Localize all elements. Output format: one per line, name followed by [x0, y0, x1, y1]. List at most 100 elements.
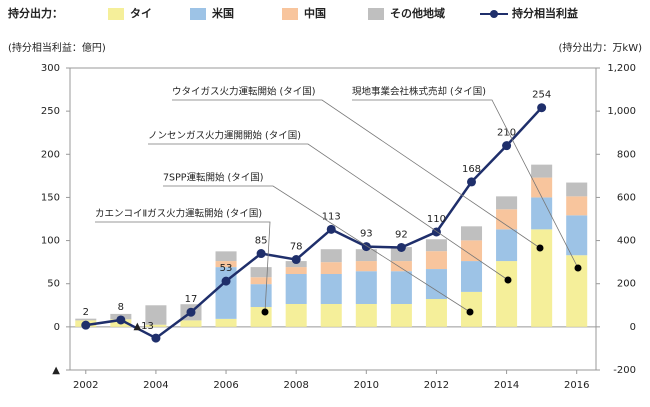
bar-segment	[425, 239, 447, 252]
bar-segment	[320, 262, 342, 275]
data-label: 8	[118, 302, 124, 313]
line-point	[291, 255, 301, 265]
bar-segment	[425, 269, 447, 300]
y-tick-label: 250	[41, 106, 60, 117]
bar-segment	[425, 251, 447, 270]
x-tick-label: 2012	[424, 380, 449, 391]
annotation: 現地事業会社株式売却 (タイ国)	[352, 86, 486, 98]
bar-segment	[285, 261, 307, 268]
bar-segment	[285, 274, 307, 304]
bar-segment	[496, 209, 518, 230]
bar-segment	[285, 303, 307, 327]
bar-segment	[355, 303, 377, 327]
line-point	[326, 224, 336, 234]
bar-segment	[566, 215, 588, 256]
plot-frame	[69, 67, 597, 371]
data-label: 254	[532, 90, 551, 101]
annotation: カエンコイⅡガス火力運転開始 (タイ国)	[95, 208, 262, 220]
bar-segment	[460, 261, 483, 292]
x-tick-label: 2002	[73, 380, 98, 391]
annotation-leader	[95, 221, 271, 313]
y2-tick-label: 1,200	[607, 63, 636, 74]
line-point	[116, 315, 126, 325]
line-point	[537, 103, 547, 113]
bar-segment	[250, 284, 272, 308]
line-point	[396, 242, 406, 252]
x-tick-label: 2016	[564, 380, 589, 391]
data-label: 92	[395, 229, 408, 240]
legend-label: その他地域	[390, 6, 445, 20]
data-label: ▲13	[133, 321, 153, 332]
y2-axis-label: (持分出力：万kW)	[559, 41, 643, 54]
legend-swatch	[282, 8, 298, 20]
bar-segment	[496, 261, 518, 327]
y2-tick-label: -200	[613, 365, 636, 376]
annotation-dot	[261, 308, 269, 316]
bar-segment	[75, 318, 97, 321]
bar-segment	[250, 267, 272, 278]
legend-label: 持分相当利益	[512, 6, 578, 20]
bar-segment	[320, 249, 342, 263]
bar-segment	[215, 318, 237, 327]
legend-marker	[490, 10, 498, 18]
y-tick-label: 200	[41, 149, 60, 160]
annotation-leader	[172, 99, 541, 249]
legend-label: 米国	[211, 6, 234, 20]
bar-segment	[250, 277, 272, 285]
line-point	[151, 333, 161, 343]
bar-segment	[531, 164, 553, 178]
bar-segment	[250, 307, 272, 327]
data-label: 110	[427, 214, 446, 225]
y-axis-label: (持分相当利益：億円)	[8, 41, 106, 54]
bar-segment	[566, 255, 588, 327]
data-label: 113	[322, 211, 341, 222]
data-label: 168	[462, 164, 481, 175]
annotation: ノンセンガス火力運開開始 (タイ国)	[148, 130, 301, 142]
bar-segment	[215, 261, 237, 268]
bar-segment	[531, 229, 553, 327]
y2-tick-label: 1,000	[607, 106, 636, 117]
annotation-leader	[352, 99, 579, 269]
y2-tick-label: 400	[617, 236, 636, 247]
line	[85, 106, 543, 340]
data-label: 93	[360, 229, 373, 240]
bar-segment	[320, 303, 342, 327]
bar-segment	[320, 274, 342, 304]
data-label: 17	[185, 294, 198, 305]
x-tick-label: 2014	[494, 380, 519, 391]
bar-segment	[215, 267, 237, 319]
data-label: 78	[290, 242, 303, 253]
legend-label: タイ	[130, 7, 152, 20]
bar-segment	[390, 261, 412, 272]
legend-swatch	[368, 8, 384, 20]
bar-segment	[355, 249, 377, 262]
y-tick-label: 100	[41, 236, 60, 247]
y-tick-label: 50	[47, 279, 60, 290]
legend-title: 持分出力：	[8, 6, 63, 20]
bar-segment	[355, 261, 377, 272]
bar-segment	[390, 247, 412, 262]
annotation-leader	[163, 185, 471, 313]
bar-segment	[390, 271, 412, 304]
y-tick-label: 300	[41, 63, 60, 74]
y2-tick-label: 0	[630, 322, 636, 333]
bar-segment	[496, 196, 518, 210]
bar-segment	[285, 267, 307, 275]
legend-swatch	[190, 8, 206, 20]
y2-tick-label: 800	[617, 149, 636, 160]
annotation-dot	[536, 244, 544, 252]
y-tick-label: 0	[54, 322, 60, 333]
bar-segment	[496, 229, 518, 262]
y-tick-label: ▲	[52, 365, 60, 376]
line-point	[221, 276, 231, 286]
y-tick-label: 150	[41, 192, 60, 203]
annotation: 7SPP運転開始 (タイ国)	[163, 172, 263, 184]
annotation-dot	[574, 264, 582, 272]
line-point	[81, 320, 91, 330]
line-point	[467, 177, 477, 187]
legend-swatch	[108, 8, 124, 20]
line-point	[502, 141, 512, 151]
x-tick-label: 2008	[283, 380, 308, 391]
data-label: 85	[255, 236, 268, 247]
annotation-dot	[504, 276, 512, 284]
